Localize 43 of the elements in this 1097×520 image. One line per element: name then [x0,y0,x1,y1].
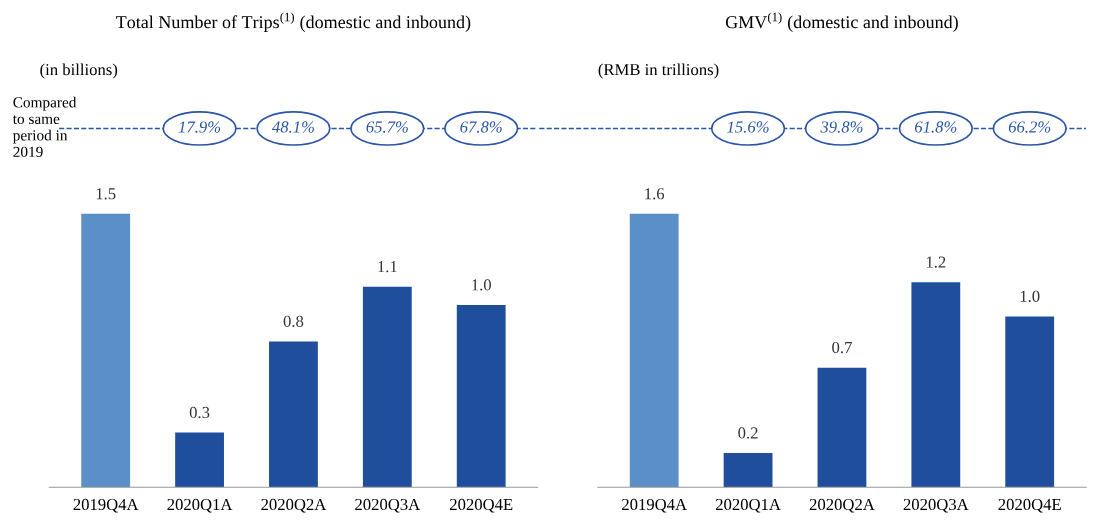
text: 39.8% [820,121,863,133]
bar [81,213,131,488]
text: (in billions) [40,63,118,79]
bar [911,282,961,488]
data-label: 0.3 [189,406,210,419]
x-tick-label: 2020Q3A [355,498,421,513]
x-tick-label: 2019Q4A [622,498,687,513]
chart-title: GMV$^{(1)}$ (domestic and inbound) [725,12,958,32]
bar [723,453,773,488]
bar [456,304,506,488]
x-tick-label: 2020Q4E [998,498,1061,513]
data-label: 1.1 [378,261,397,273]
bar [269,341,318,488]
text: 67.8% [460,121,502,133]
x-tick-label: 2019Q4A [73,498,139,513]
bar [362,286,412,488]
text: 61.8% [914,121,957,133]
text: 65.7% [366,121,408,133]
text: 66.2% [1008,121,1051,133]
data-label: 1.6 [645,188,665,200]
x-tick-label: 2020Q3A [903,498,969,513]
x-tick-label: 2020Q4E [449,498,513,513]
data-label: 0.2 [738,427,758,439]
text: (RMB in trillions) [598,63,719,79]
chart-title: Total Number of Trips$^{(1)}$ (domestic and inbound) [116,12,471,32]
x-tick-label: 2020Q2A [261,498,327,513]
x-tick-label: 2020Q1A [715,498,781,513]
data-label: 0.7 [832,341,852,354]
bar [175,432,224,488]
data-label: 1.0 [472,279,491,291]
data-label: 1.2 [926,256,946,268]
data-label: 1.5 [96,188,116,200]
x-tick-label: 2020Q2A [809,498,875,513]
data-label: 0.8 [283,315,304,328]
x-tick-label: 2020Q1A [167,498,233,513]
bar [629,213,679,488]
bar [1005,316,1055,488]
text: Compared to same period in 2019 [12,96,77,158]
data-label: 1.0 [1020,290,1040,302]
text: 48.1% [271,121,315,133]
text: 17.9% [178,121,221,133]
text: 15.6% [727,121,769,133]
bar [817,367,867,488]
